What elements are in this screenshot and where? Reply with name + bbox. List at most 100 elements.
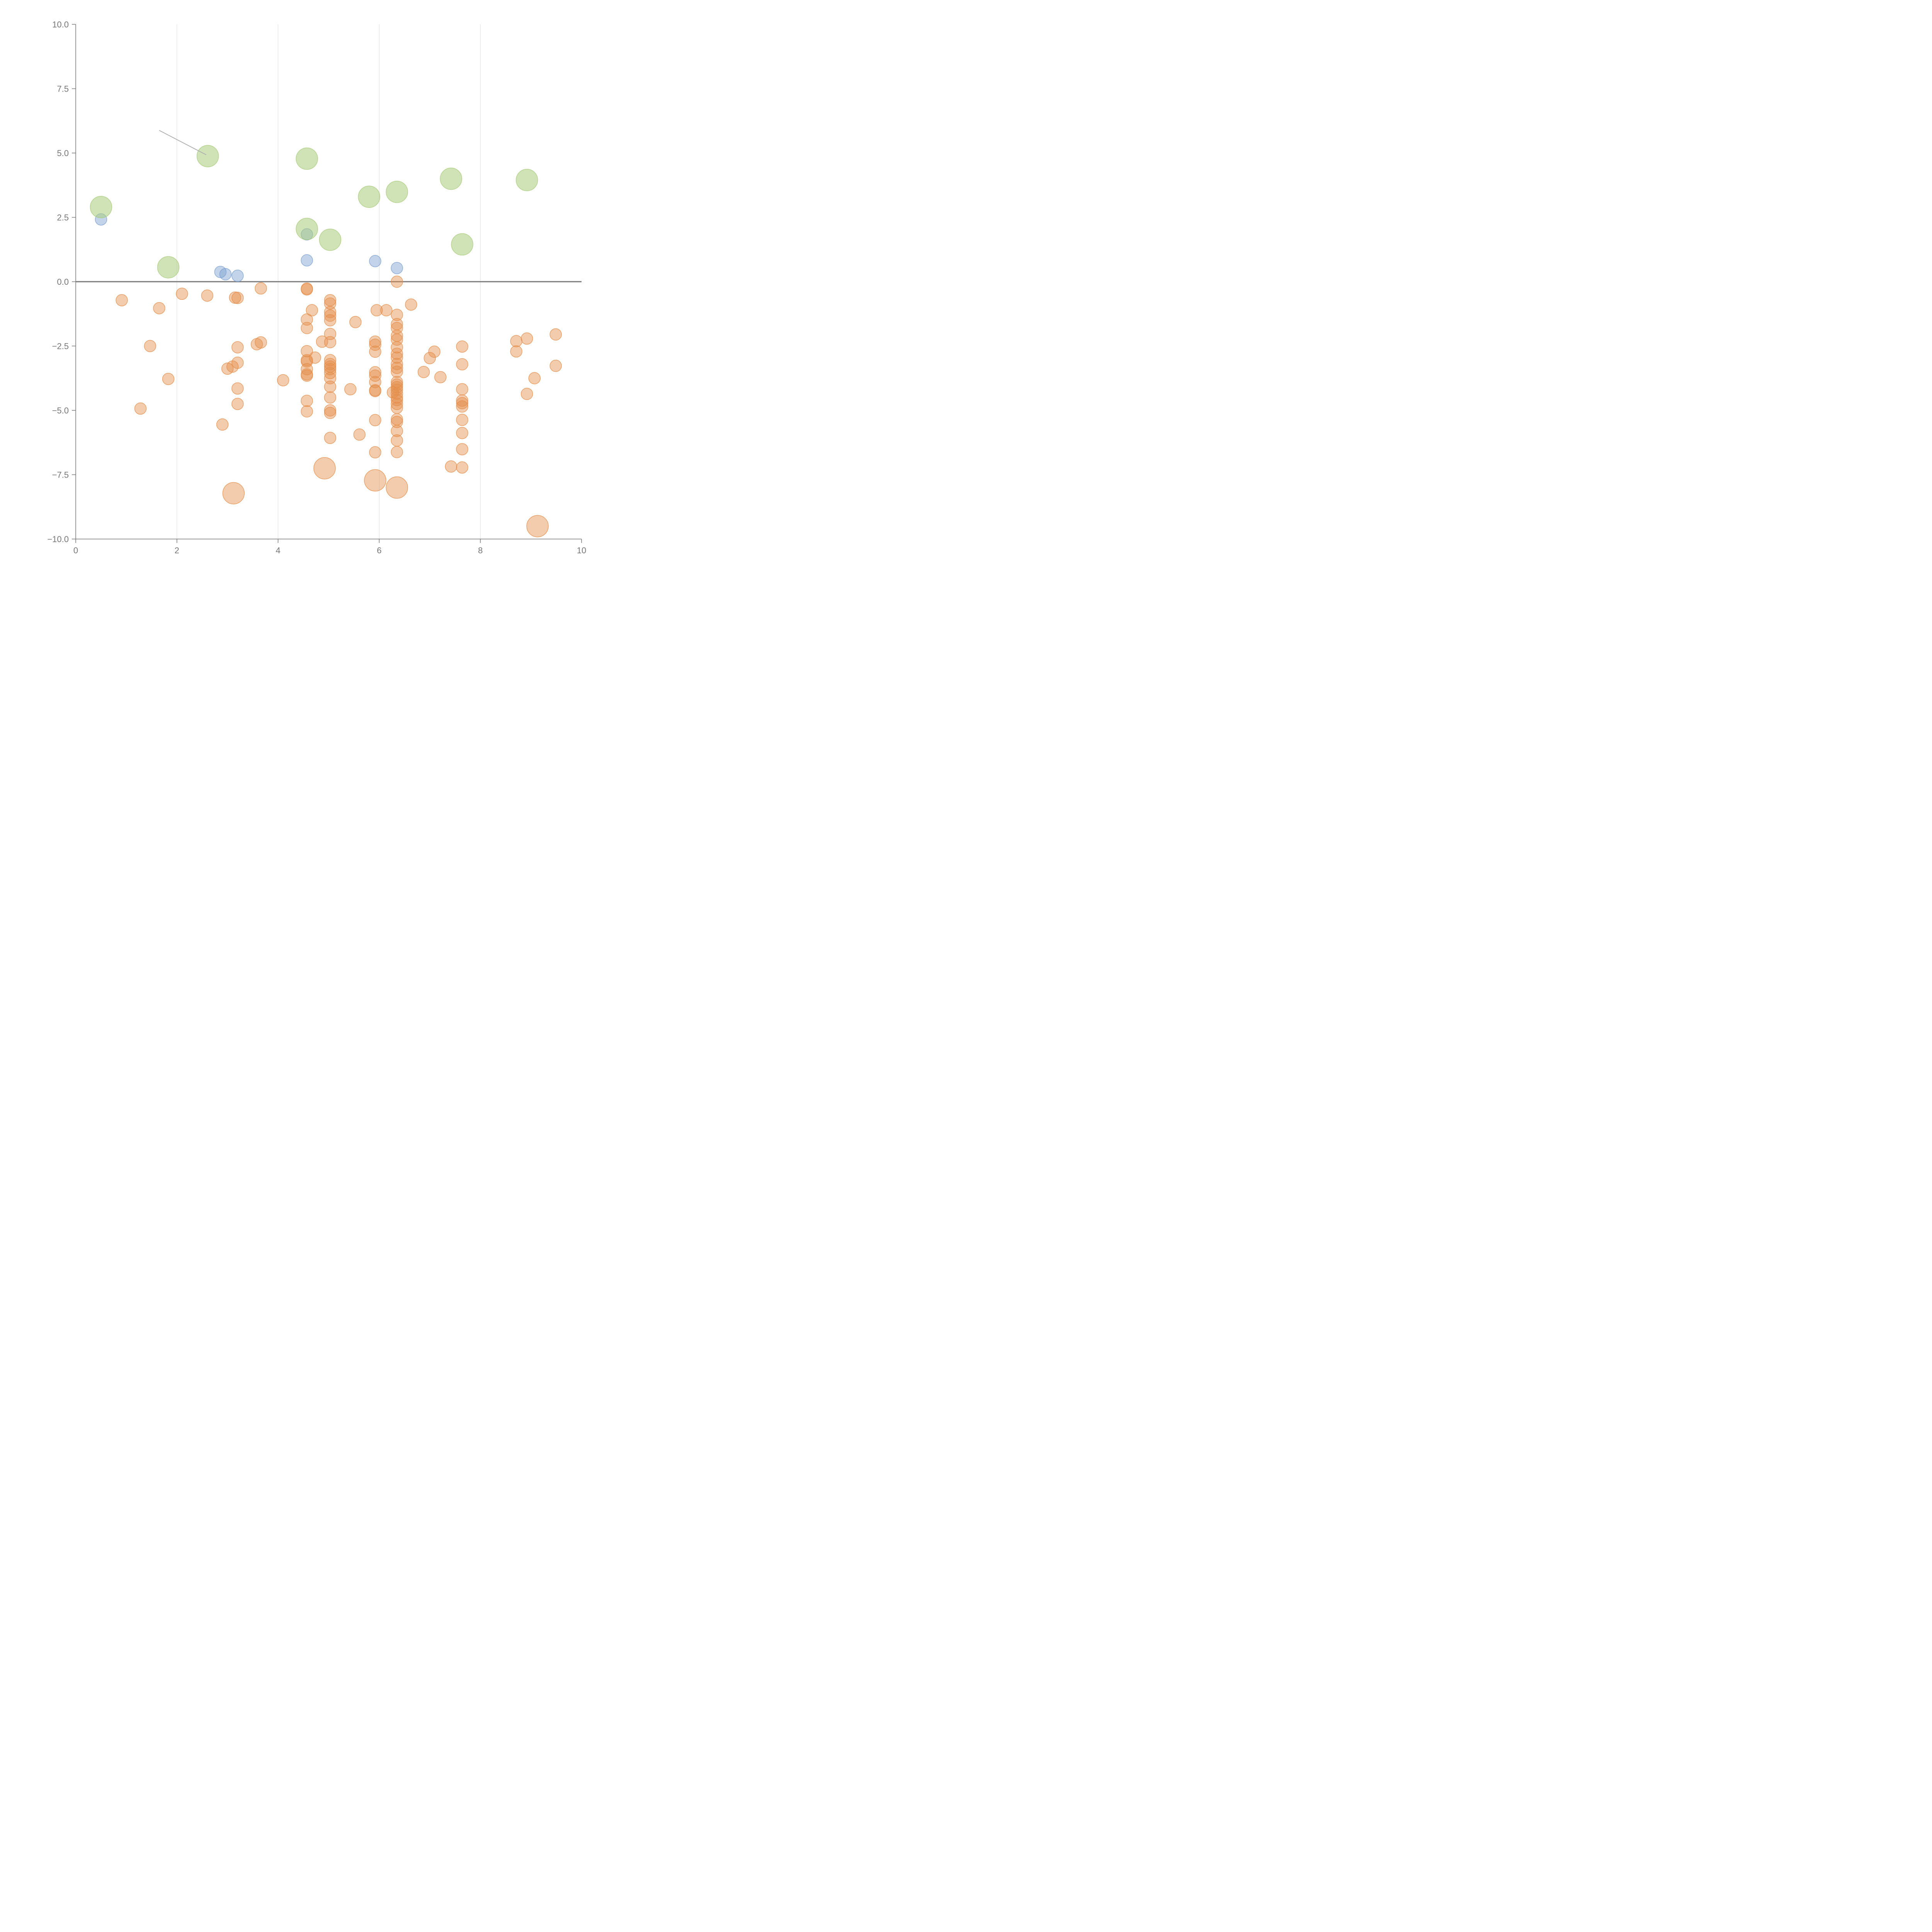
data-point <box>520 388 533 400</box>
data-point <box>324 297 337 310</box>
data-point <box>369 338 381 351</box>
data-point <box>324 354 337 366</box>
series-1 <box>222 457 549 537</box>
data-point <box>417 366 430 378</box>
data-point <box>231 341 244 354</box>
data-point <box>324 363 337 376</box>
data-point <box>391 351 403 364</box>
data-point <box>526 515 549 537</box>
data-point <box>549 360 562 372</box>
data-points <box>90 145 562 537</box>
annotation-leader-line <box>159 130 207 155</box>
data-point <box>196 145 219 167</box>
data-point <box>391 362 403 374</box>
data-point <box>201 289 214 302</box>
data-point <box>391 398 403 410</box>
data-point <box>515 169 538 191</box>
y-tick-label: 7.5 <box>57 84 69 94</box>
data-point <box>231 398 244 410</box>
data-point <box>369 369 381 382</box>
series-3 <box>90 145 538 279</box>
axes: 0 2 4 6 8 10 10.0 7.5 5.0 2.5 0.0 −2.5 −5.0 −7.5 −10.… <box>47 20 586 555</box>
data-point <box>391 401 403 414</box>
x-tick-label: 0 <box>73 546 78 555</box>
data-point <box>296 147 318 170</box>
data-point <box>255 336 267 349</box>
data-point <box>456 397 468 410</box>
data-point <box>371 304 383 316</box>
x-axis-ticks: 0 2 4 6 8 10 <box>73 539 586 555</box>
y-tick-label: 2.5 <box>57 213 69 223</box>
data-point <box>510 335 522 347</box>
data-point <box>369 446 381 459</box>
data-point <box>301 313 313 326</box>
data-point <box>221 362 234 375</box>
y-tick-label: 0.0 <box>57 277 69 287</box>
data-point <box>358 185 380 208</box>
data-point <box>456 427 468 439</box>
data-point <box>445 460 457 473</box>
data-point <box>510 345 522 358</box>
data-point <box>90 196 112 218</box>
data-point <box>428 345 440 358</box>
data-point <box>176 287 188 300</box>
y-axis-ticks: 10.0 7.5 5.0 2.5 0.0 −2.5 −5.0 −7.5 −10.0 <box>47 20 76 544</box>
data-point <box>324 391 337 404</box>
data-point <box>231 292 244 304</box>
series-0 <box>116 276 562 474</box>
data-point <box>369 366 381 379</box>
data-point <box>116 294 128 306</box>
data-point <box>391 341 403 354</box>
y-tick-label: −7.5 <box>52 470 69 480</box>
y-tick-label: 5.0 <box>57 148 69 158</box>
data-point <box>456 443 468 456</box>
data-point <box>423 352 436 364</box>
data-point <box>324 314 337 327</box>
data-point <box>391 425 403 437</box>
data-point <box>301 322 313 334</box>
data-point <box>391 276 403 288</box>
data-point <box>369 414 381 427</box>
data-point <box>380 304 393 316</box>
y-tick-label: 10.0 <box>52 20 69 29</box>
data-point <box>277 374 289 386</box>
data-point <box>324 358 337 370</box>
data-point <box>391 387 403 400</box>
data-point <box>391 366 403 378</box>
data-point <box>157 256 180 279</box>
data-point <box>391 309 403 321</box>
y-tick-label: −10.0 <box>47 534 69 544</box>
data-point <box>301 369 313 382</box>
y-tick-label: −2.5 <box>52 342 69 351</box>
data-point <box>386 180 408 203</box>
data-point <box>434 371 447 383</box>
data-point <box>324 372 337 384</box>
data-point <box>226 361 239 373</box>
data-point <box>324 336 337 349</box>
x-tick-label: 8 <box>478 546 483 555</box>
data-point <box>134 402 147 415</box>
data-point <box>369 345 381 358</box>
data-point <box>324 310 337 322</box>
data-point <box>324 380 337 393</box>
data-point <box>144 340 156 352</box>
data-point <box>456 400 468 413</box>
data-point <box>391 262 403 274</box>
data-point <box>344 383 357 396</box>
data-point <box>456 461 468 474</box>
data-point <box>391 378 403 391</box>
data-point <box>324 432 337 444</box>
data-point <box>369 335 381 348</box>
data-point <box>153 302 165 315</box>
series-2 <box>95 213 403 282</box>
data-point <box>391 391 403 404</box>
data-point <box>301 345 313 357</box>
data-point <box>313 457 336 480</box>
data-point <box>324 404 337 417</box>
data-point <box>349 316 362 328</box>
data-point <box>456 413 468 426</box>
data-point <box>391 434 403 447</box>
data-point <box>391 416 403 428</box>
data-point <box>364 469 386 492</box>
data-point <box>306 304 318 316</box>
